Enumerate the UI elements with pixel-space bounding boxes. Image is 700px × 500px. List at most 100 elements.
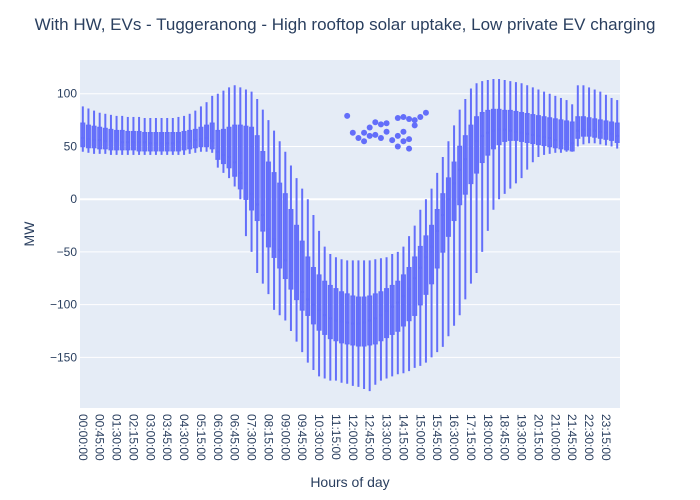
box-body	[412, 256, 418, 316]
x-tick-label: 22:30:00	[582, 414, 596, 461]
box-12:30	[361, 260, 367, 390]
box-body	[243, 125, 249, 200]
y-tick-label: 100	[57, 87, 77, 101]
box-17:15	[468, 88, 474, 284]
box-22:00	[575, 85, 581, 147]
box-body	[423, 235, 429, 295]
box-body	[119, 129, 125, 151]
box-04:15	[175, 116, 181, 155]
box-body	[350, 295, 356, 346]
box-body	[378, 291, 384, 342]
box-18:30	[496, 78, 502, 200]
box-01:00	[102, 113, 108, 154]
box-19:00	[507, 81, 513, 189]
box-18:45	[502, 80, 508, 194]
box-15:00	[417, 209, 423, 366]
y-tick-label: −100	[50, 298, 77, 312]
box-body	[294, 224, 300, 301]
outlier-point	[406, 145, 413, 152]
box-12:45	[367, 260, 373, 392]
box-17:00	[462, 99, 468, 300]
box-06:15	[220, 90, 226, 173]
box-22:45	[592, 89, 598, 144]
box-body	[339, 291, 345, 344]
box-00:00	[80, 106, 86, 152]
box-05:00	[192, 110, 198, 153]
box-body	[592, 118, 598, 138]
box-05:15	[198, 106, 204, 152]
box-body	[310, 266, 316, 325]
outlier-point	[400, 128, 407, 135]
box-body	[406, 266, 412, 322]
box-body	[361, 296, 367, 347]
x-tick-label: 17:15:00	[464, 414, 478, 461]
x-tick-label: 00:00:00	[76, 414, 90, 461]
outlier-point	[417, 113, 424, 120]
box-13:45	[389, 254, 395, 377]
box-06:45	[232, 85, 238, 187]
box-01:15	[108, 114, 114, 155]
x-axis-title: Hours of day	[310, 474, 389, 490]
box-11:30	[339, 259, 345, 383]
box-19:15	[513, 82, 519, 184]
box-body	[355, 296, 361, 347]
box-body	[316, 274, 322, 331]
box-body	[209, 122, 215, 150]
box-body	[389, 284, 395, 335]
box-body	[260, 150, 266, 232]
outlier-point	[394, 132, 401, 139]
x-tick-label: 12:00:00	[346, 414, 360, 461]
box-23:00	[597, 91, 603, 145]
box-body	[130, 130, 136, 151]
box-14:00	[395, 251, 401, 375]
x-tick-label: 01:30:00	[110, 414, 124, 461]
outlier-point	[394, 115, 401, 121]
box-body	[153, 132, 159, 152]
box-02:45	[142, 118, 148, 155]
box-21:45	[569, 104, 575, 152]
x-axis-ticks: 00:00:00 00:45:00 01:30:00 02:15:00 03:00:00…	[76, 414, 613, 461]
x-tick-label: 02:15:00	[126, 414, 140, 461]
outlier-point	[372, 131, 379, 138]
outlier-points	[344, 109, 429, 152]
box-body	[147, 132, 153, 152]
box-body	[232, 124, 238, 177]
box-18:00	[485, 80, 491, 231]
box-body	[237, 124, 243, 190]
box-16:45	[457, 109, 463, 316]
x-tick-label: 21:45:00	[565, 414, 579, 461]
box-body	[440, 193, 446, 253]
box-body	[457, 145, 463, 206]
x-tick-label: 03:45:00	[160, 414, 174, 461]
box-07:00	[237, 87, 243, 200]
box-23:45	[614, 100, 620, 149]
box-11:00	[327, 254, 333, 381]
box-07:30	[249, 91, 255, 252]
outlier-point	[377, 135, 384, 142]
box-15:15	[423, 199, 429, 363]
outlier-point	[400, 113, 407, 120]
box-body	[288, 208, 294, 290]
outlier-point	[389, 137, 396, 144]
box-06:00	[215, 93, 221, 168]
box-09:15	[288, 165, 294, 332]
box-08:30	[271, 130, 277, 310]
box-body	[434, 208, 440, 269]
box-body	[507, 109, 513, 141]
box-body	[80, 122, 86, 148]
box-14:15	[400, 246, 406, 374]
box-03:15	[153, 118, 159, 155]
box-00:15	[85, 108, 91, 153]
x-tick-label: 12:45:00	[363, 414, 377, 461]
box-05:45	[209, 95, 215, 153]
box-09:30	[294, 178, 300, 342]
box-07:45	[254, 99, 260, 274]
box-body	[384, 288, 390, 339]
box-body	[417, 245, 423, 306]
y-tick-label: −50	[57, 245, 78, 259]
box-10:45	[322, 246, 328, 379]
box-23:30	[609, 97, 615, 147]
box-body	[479, 111, 485, 164]
